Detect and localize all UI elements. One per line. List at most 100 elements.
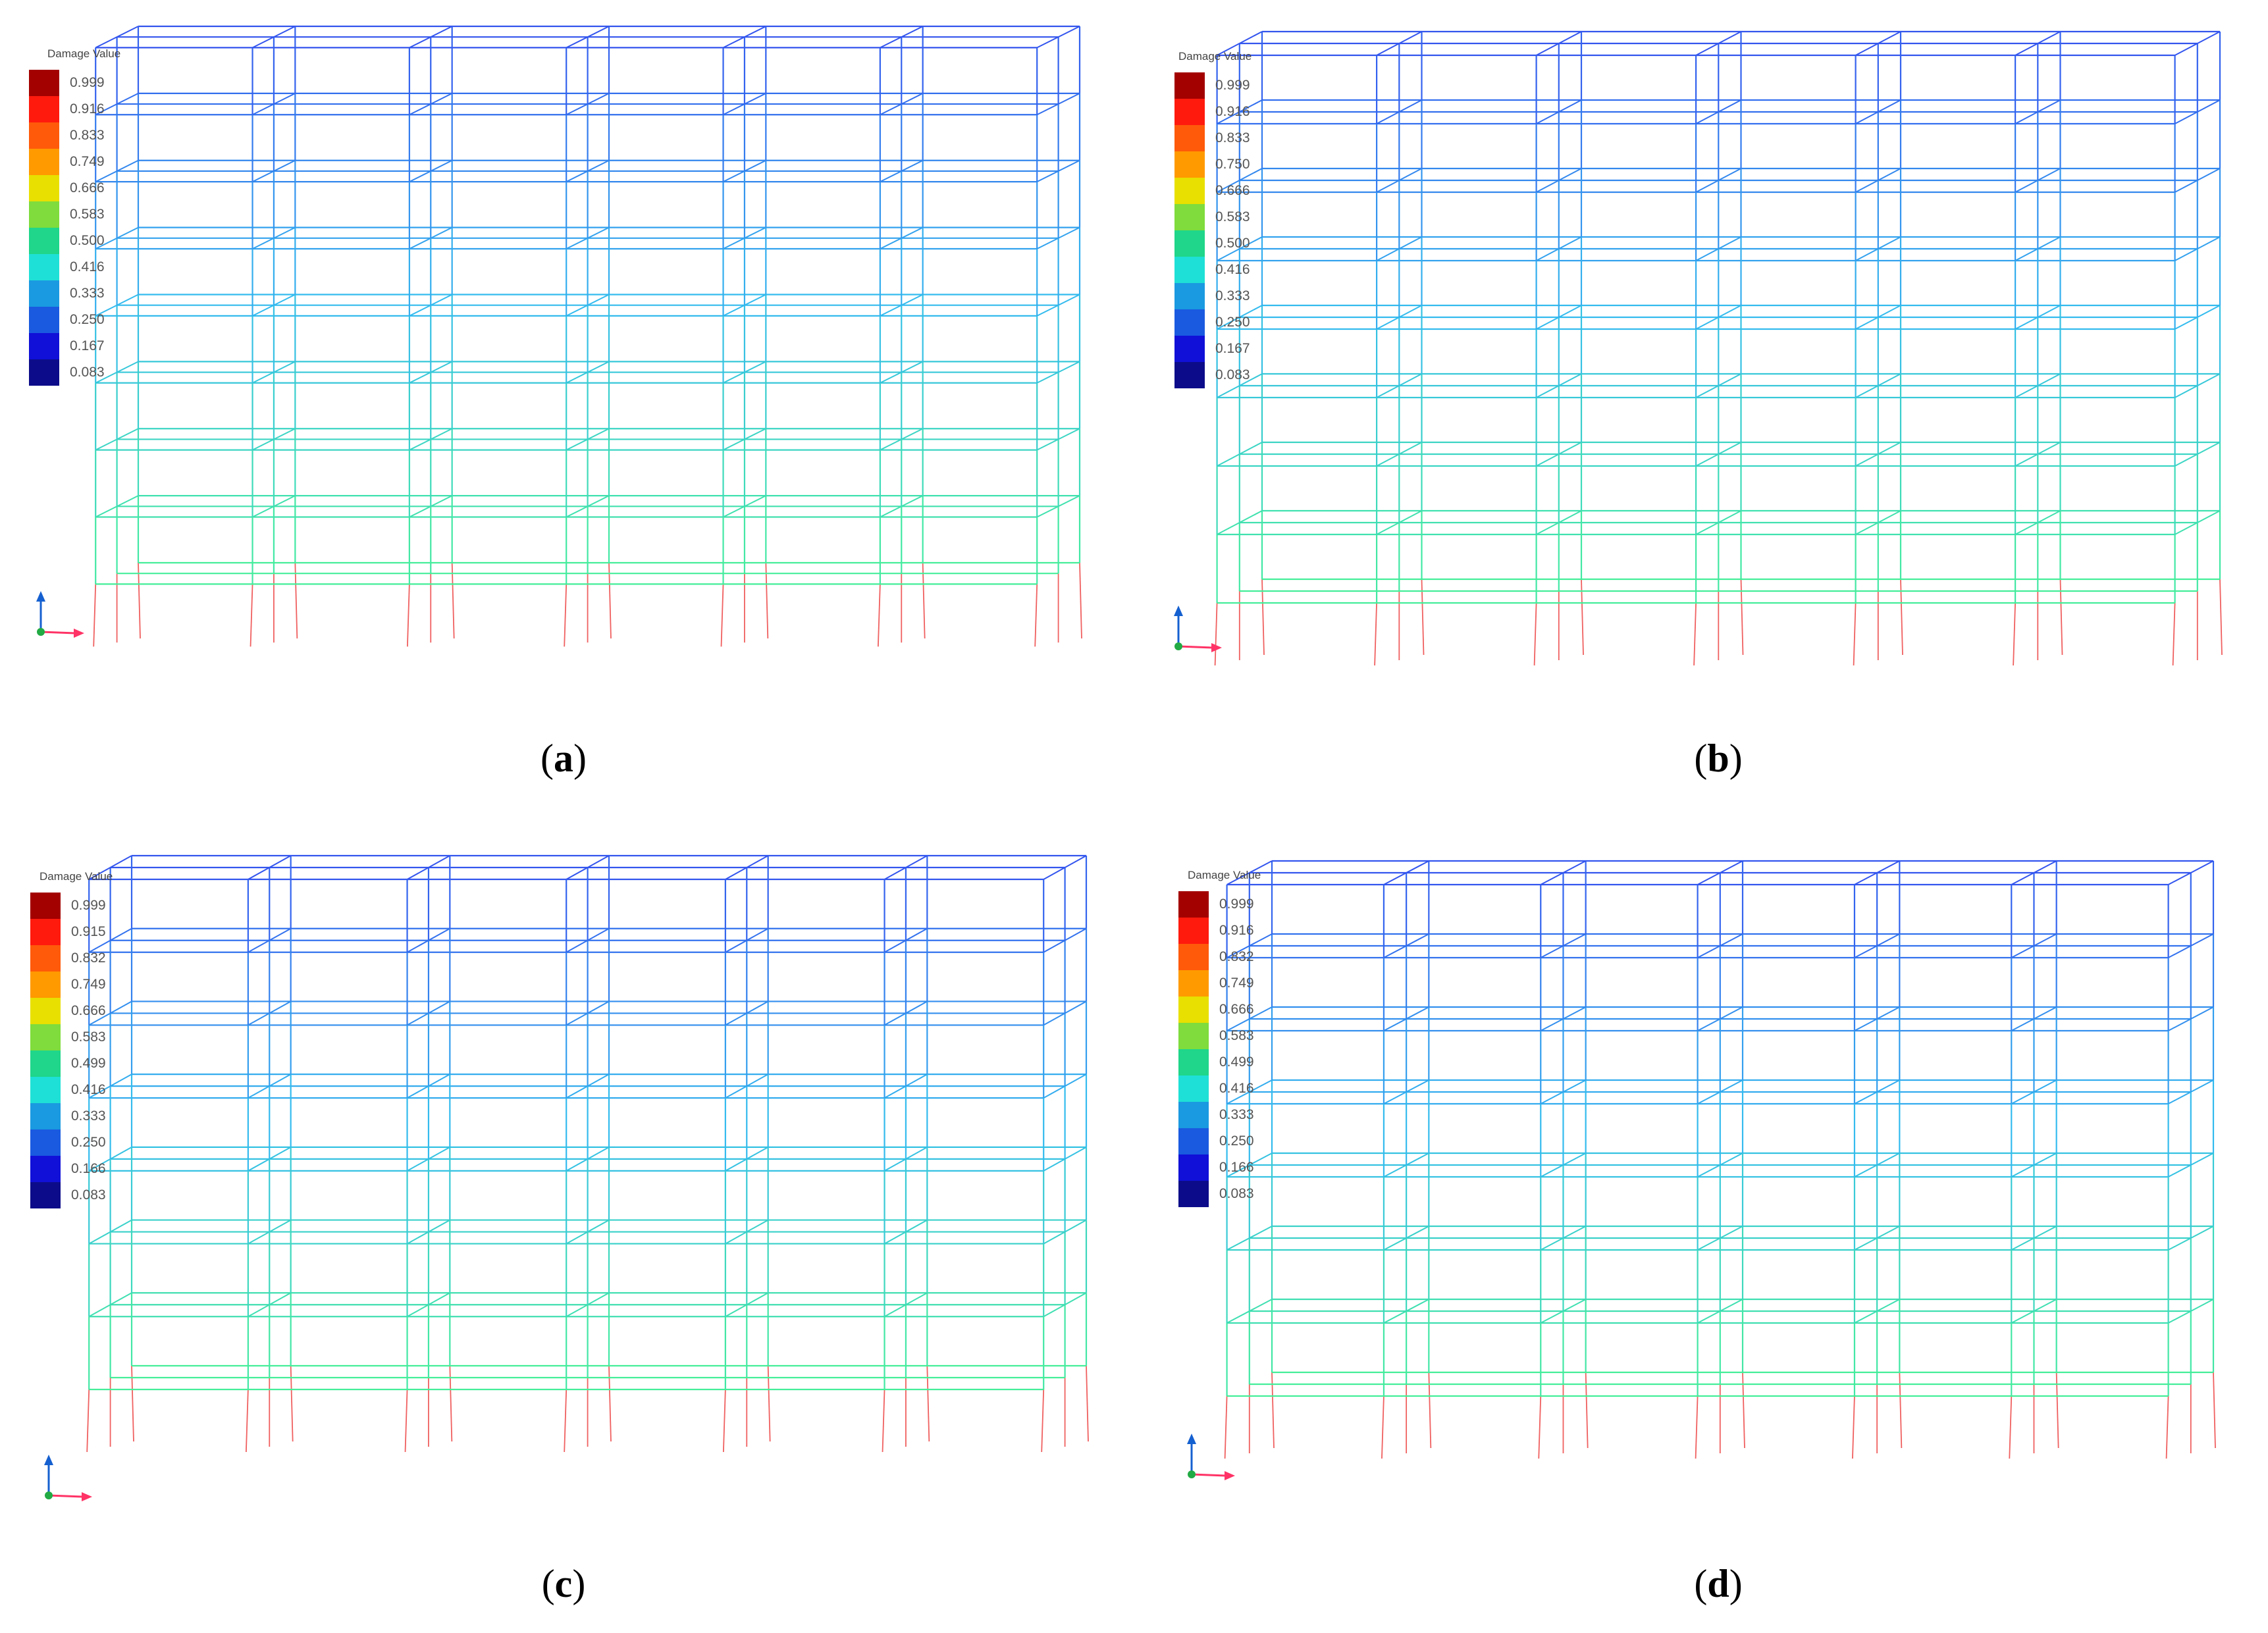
brace-member: [1933, 1031, 2011, 1104]
brace-member: [1429, 861, 1507, 934]
legend-swatch: [29, 175, 59, 201]
axis-horizontal: [1191, 1473, 1226, 1477]
axis-arrowhead: [1211, 643, 1222, 652]
legend-swatch: [29, 96, 59, 122]
frame-model-c: [44, 854, 1089, 1501]
brace-member: [1933, 1104, 2011, 1177]
base-column: [290, 1365, 294, 1442]
brace-member: [1877, 1165, 1955, 1238]
brace-member: [371, 1074, 450, 1147]
brace-member: [1462, 1104, 1541, 1177]
brace-member: [328, 1098, 408, 1171]
base-column: [86, 1389, 90, 1453]
brace-member: [269, 868, 349, 941]
base-column: [765, 562, 769, 639]
base-column: [2009, 1395, 2013, 1459]
base-column: [138, 562, 141, 639]
cross-beam: [88, 1146, 132, 1172]
axis-horizontal: [48, 1494, 84, 1498]
legend-swatch: [29, 254, 59, 280]
brace-member: [1406, 946, 1485, 1019]
legend-value: 0.999: [70, 75, 105, 90]
base-column: [404, 1389, 408, 1453]
brace-member: [747, 941, 826, 1014]
brace-member: [805, 1098, 885, 1171]
brace-member: [768, 929, 848, 1002]
brace-member: [371, 929, 450, 1002]
brace-member: [1485, 1311, 1563, 1384]
brace-member: [1508, 1153, 1586, 1226]
base-column: [1034, 584, 1038, 647]
brace-member: [725, 879, 805, 952]
legend-value: 0.499: [1219, 1054, 1254, 1070]
legend-swatch: [1174, 230, 1205, 257]
brace-member: [1933, 1250, 2011, 1323]
brace-member: [826, 1086, 906, 1159]
legend-value: 0.666: [1219, 1002, 1254, 1017]
brace-member: [269, 1013, 349, 1086]
brace-member: [1508, 1226, 1586, 1299]
legend-swatch: [1178, 891, 1209, 918]
brace-member: [349, 1159, 429, 1232]
brace-member: [1485, 946, 1563, 1019]
cross-beam: [725, 855, 769, 880]
axis-origin: [45, 1491, 53, 1499]
cross-beam: [723, 26, 766, 49]
base-column: [722, 1389, 726, 1453]
legend-title-a: Damage Value: [47, 47, 121, 60]
brace-member: [269, 941, 349, 1014]
caption-b: (b): [1694, 737, 1743, 780]
brace-member: [1978, 1007, 2057, 1080]
cross-beam: [725, 1146, 769, 1172]
brace-member: [291, 1293, 371, 1366]
legend-swatch: [30, 998, 61, 1024]
brace-member: [1429, 1007, 1507, 1080]
legend-value: 0.250: [1215, 315, 1250, 330]
cross-beam: [1383, 860, 1429, 885]
brace-member: [349, 1305, 429, 1378]
frame-model-b: [1174, 30, 2223, 666]
frame-model-a: [36, 25, 1082, 647]
brace-member: [1429, 1153, 1507, 1226]
legend-value: 0.500: [1215, 236, 1250, 251]
legend-value: 0.583: [1215, 209, 1250, 224]
legend-value: 0.583: [70, 207, 105, 222]
base-column: [2013, 602, 2016, 666]
base-column: [1381, 1395, 1385, 1459]
cross-beam: [884, 1146, 928, 1172]
legend-swatch: [1178, 1076, 1209, 1102]
legend-value: 0.916: [70, 101, 105, 117]
caption-c: (c): [541, 1562, 586, 1605]
legend-swatch: [1178, 918, 1209, 944]
legend-value: 0.083: [71, 1187, 106, 1203]
legend-value: 0.083: [70, 365, 105, 380]
brace-member: [1877, 1092, 1955, 1165]
brace-member: [848, 1074, 928, 1147]
cross-beam: [2168, 860, 2214, 885]
cross-beam: [1855, 31, 1901, 56]
base-column: [1374, 602, 1377, 666]
base-column: [1581, 579, 1584, 656]
axis-arrowhead: [74, 629, 84, 638]
legend-swatch: [29, 280, 59, 307]
cross-beam: [407, 1146, 450, 1172]
brace-member: [848, 1220, 928, 1293]
legend-swatch: [29, 359, 59, 386]
legend-swatch: [1178, 1128, 1209, 1154]
brace-member: [768, 1220, 848, 1293]
axis-arrowhead: [36, 591, 45, 602]
brace-member: [291, 929, 371, 1002]
brace-member: [826, 941, 906, 1014]
brace-member: [1462, 885, 1541, 958]
brace-member: [1955, 1165, 2034, 1238]
caption-d: (d): [1694, 1562, 1743, 1605]
base-column: [2213, 1372, 2216, 1449]
base-column: [1271, 1372, 1275, 1449]
base-column: [1852, 1395, 1855, 1459]
base-column: [93, 584, 97, 647]
brace-member: [1933, 1323, 2011, 1396]
base-column: [1041, 1389, 1045, 1453]
legend-value: 0.333: [1215, 288, 1250, 303]
cross-beam: [566, 855, 610, 880]
brace-member: [1899, 1299, 1978, 1372]
